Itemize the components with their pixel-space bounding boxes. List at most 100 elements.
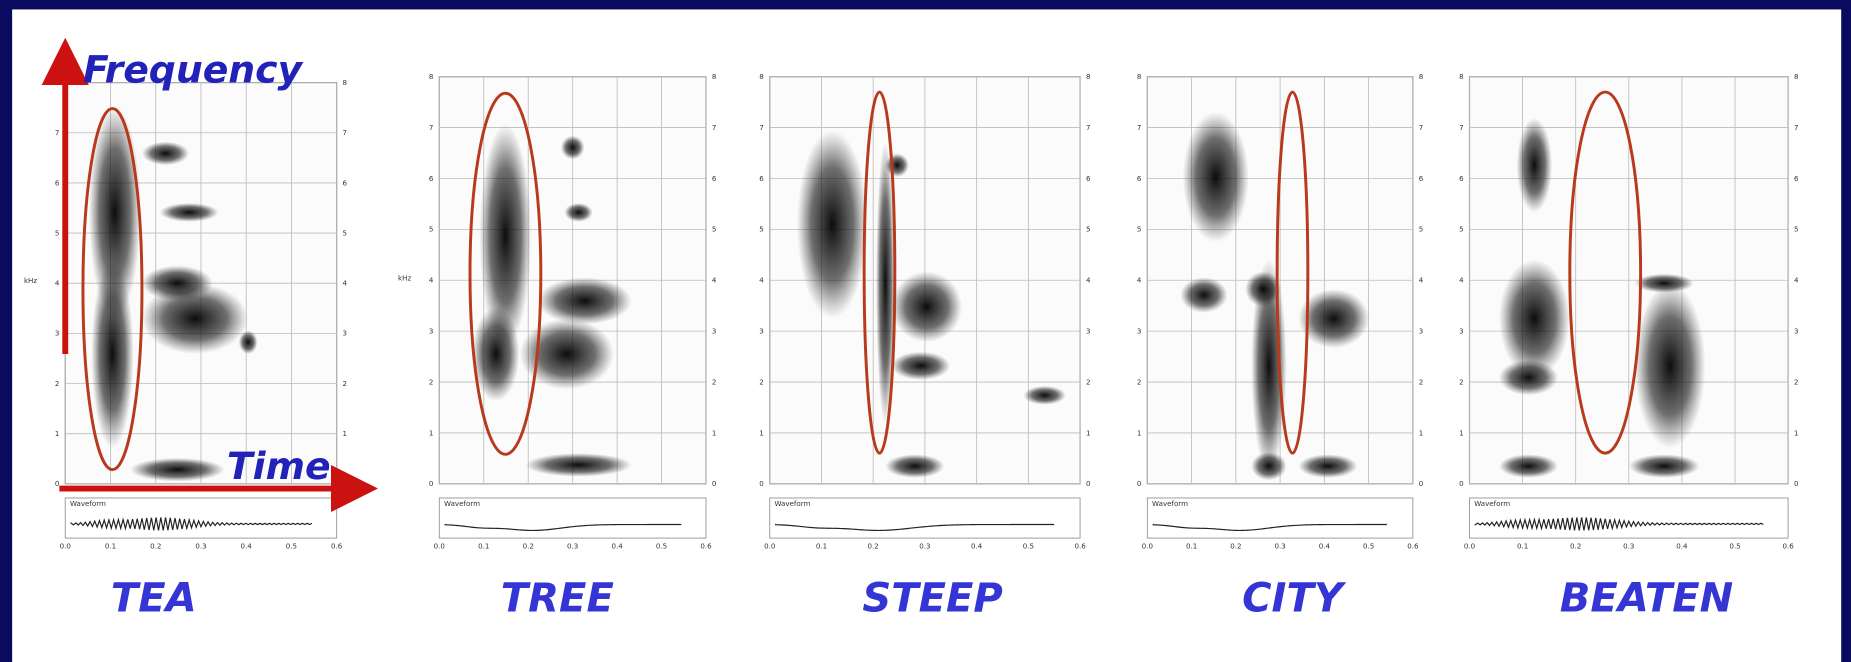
y-tick-label: 4 xyxy=(1794,276,1799,285)
y-tick-label: 6 xyxy=(1419,174,1424,183)
y-tick-label: 2 xyxy=(1459,377,1464,386)
waveform-label: Waveform xyxy=(1152,499,1188,508)
y-tick-label: 3 xyxy=(1086,327,1091,336)
waveform-box xyxy=(64,497,338,539)
waveform-label: Waveform xyxy=(774,499,810,508)
y-tick-label: 0 xyxy=(1459,479,1464,488)
y-tick-label: 4 xyxy=(712,276,717,285)
x-tick-label: 0.1 xyxy=(1186,542,1197,551)
y-tick-label: 4 xyxy=(759,276,764,285)
spectrogram-panel: 0 0 1 1 2 2 3 3 4 4 5 5 6 6 7 7 8 8 0.0 0.1 0.2 0.3 0.4 0.5 0.6 W… xyxy=(759,72,1091,621)
spectral-energy xyxy=(1634,283,1706,449)
spectrogram-panel: 0 0 1 1 2 2 3 3 4 4 5 5 6 6 7 7 8 8 0.0 0.1 0.2 0.3 0.4 0.5 0.6 W… xyxy=(1137,72,1424,621)
y-tick-label: 7 xyxy=(1086,123,1091,132)
spectral-energy xyxy=(238,330,258,355)
y-tick-label: 8 xyxy=(1137,72,1142,81)
y-tick-label: 1 xyxy=(1459,428,1464,437)
x-tick-label: 0.6 xyxy=(700,542,712,551)
spectral-energy xyxy=(885,153,909,178)
waveform xyxy=(775,523,1055,532)
spectral-energy xyxy=(1180,277,1228,313)
x-tick-label: 0.0 xyxy=(434,542,446,551)
y-tick-label: 3 xyxy=(1459,327,1464,336)
y-tick-label: 1 xyxy=(55,429,60,438)
waveform xyxy=(70,517,313,531)
word-label: TREE xyxy=(501,575,614,621)
y-tick-label: 2 xyxy=(1794,377,1799,386)
x-tick-label: 0.2 xyxy=(1230,542,1241,551)
y-tick-label: 1 xyxy=(1419,428,1424,437)
x-tick-label: 0.5 xyxy=(1023,542,1034,551)
x-tick-label: 0.2 xyxy=(150,542,161,551)
y-tick-label: 6 xyxy=(1459,174,1464,183)
y-tick-label: 2 xyxy=(759,377,764,386)
y-tick-label: 6 xyxy=(712,174,717,183)
x-tick-label: 0.1 xyxy=(816,542,827,551)
y-tick-label: 5 xyxy=(343,228,348,237)
spectrogram-panel: 0 0 1 1 2 2 3 3 4 4 5 5 6 6 7 7 8 8 0.0 0.1 0.2 0.3 0.4 0.5 0.6 k… xyxy=(398,72,717,621)
x-tick-label: 0.1 xyxy=(478,542,489,551)
y-tick-label: 4 xyxy=(1137,276,1142,285)
spectral-energy xyxy=(88,106,141,319)
y-tick-label: 3 xyxy=(1419,327,1424,336)
y-tick-label: 2 xyxy=(1419,377,1424,386)
y-tick-label: 2 xyxy=(55,379,60,388)
y-tick-label: 0 xyxy=(1086,479,1091,488)
x-tick-label: 0.4 xyxy=(241,542,253,551)
waveform xyxy=(1152,523,1387,532)
y-tick-label: 8 xyxy=(55,78,60,87)
y-tick-label: 6 xyxy=(55,178,60,187)
x-tick-label: 0.3 xyxy=(567,542,578,551)
spectral-energy xyxy=(472,306,520,402)
spectral-energy xyxy=(91,259,134,449)
y-tick-label: 2 xyxy=(1086,377,1091,386)
y-tick-label: 7 xyxy=(1137,123,1142,132)
x-tick-label: 0.1 xyxy=(1517,542,1528,551)
waveform-label: Waveform xyxy=(70,499,106,508)
spectral-energy xyxy=(891,351,951,380)
y-tick-label: 5 xyxy=(1794,225,1799,234)
word-label: TEA xyxy=(111,575,197,621)
waveform xyxy=(1474,517,1764,531)
spectral-energy xyxy=(1245,271,1281,307)
y-tick-label: 5 xyxy=(429,225,434,234)
spectral-energy xyxy=(1516,118,1553,213)
spectral-energy xyxy=(885,454,945,478)
y-tick-label: 8 xyxy=(343,78,348,87)
x-tick-label: 0.0 xyxy=(764,542,776,551)
highlight-oval xyxy=(468,91,543,456)
highlight-oval xyxy=(1568,90,1643,455)
y-tick-label: 7 xyxy=(1459,123,1464,132)
y-axis-label: kHz xyxy=(398,273,411,282)
y-tick-label: 1 xyxy=(343,429,348,438)
spectral-energy xyxy=(1251,451,1287,481)
spectral-energy xyxy=(891,271,963,343)
x-tick-label: 0.6 xyxy=(1074,542,1086,551)
x-tick-label: 0.1 xyxy=(105,542,116,551)
waveform-label: Waveform xyxy=(1474,499,1510,508)
x-tick-label: 0.3 xyxy=(195,542,206,551)
spectral-energy xyxy=(796,129,868,319)
spectral-energy xyxy=(525,453,632,477)
y-tick-label: 4 xyxy=(429,276,434,285)
spectral-energy xyxy=(1182,112,1249,242)
x-tick-label: 0.6 xyxy=(1407,542,1419,551)
y-tick-label: 8 xyxy=(1794,72,1799,81)
time-label: Time xyxy=(227,444,331,488)
y-tick-label: 0 xyxy=(1794,479,1799,488)
y-tick-label: 7 xyxy=(759,123,764,132)
x-tick-label: 0.6 xyxy=(331,542,343,551)
spectral-energy xyxy=(1628,454,1700,478)
y-tick-label: 4 xyxy=(1419,276,1424,285)
x-tick-label: 0.4 xyxy=(611,542,623,551)
spectral-energy xyxy=(1298,454,1358,478)
y-tick-label: 7 xyxy=(1419,123,1424,132)
y-tick-label: 7 xyxy=(429,123,434,132)
spectral-energy xyxy=(141,265,213,301)
spectrogram-panel: 0 0 1 1 2 2 3 3 4 4 5 5 6 6 7 7 8 8 0.0 0.1 0.2 0.3 0.4 0.5 0.6 W… xyxy=(1459,72,1799,621)
x-tick-label: 0.2 xyxy=(523,542,534,551)
word-label: STEEP xyxy=(862,575,1002,621)
y-tick-label: 0 xyxy=(712,479,717,488)
waveform-label: Waveform xyxy=(444,499,480,508)
y-tick-label: 0 xyxy=(55,479,60,488)
